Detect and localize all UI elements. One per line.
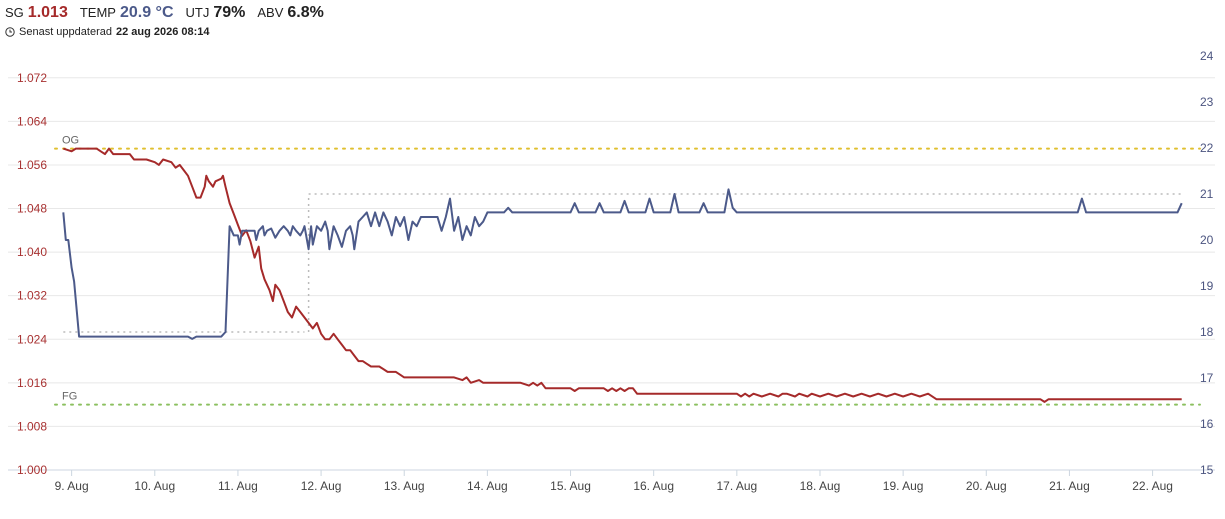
y-right-tick-label: 19 bbox=[1200, 279, 1214, 293]
left-axis: 1.000 1.008 1.016 1.024 1.032 1.040 1.048 1.056… bbox=[17, 71, 47, 477]
y-right-tick-label: 18 bbox=[1200, 325, 1214, 339]
last-updated: Senast uppdaterad 22 aug 2026 08:14 bbox=[5, 26, 1220, 38]
y-right-tick-label: 16 bbox=[1200, 417, 1214, 431]
x-tick-label: 20. Aug bbox=[966, 479, 1007, 493]
temp-stat: TEMP 20.9 °C bbox=[80, 4, 174, 22]
x-tick-label: 13. Aug bbox=[384, 479, 425, 493]
x-tick-label: 21. Aug bbox=[1049, 479, 1090, 493]
updated-time: 22 aug 2026 08:14 bbox=[115, 26, 210, 38]
clock-icon bbox=[5, 27, 15, 37]
utj-stat: UTJ 79% bbox=[186, 4, 246, 22]
x-tick-label: 17. Aug bbox=[716, 479, 757, 493]
y-left-tick-label: 1.064 bbox=[17, 114, 47, 128]
y-right-tick-label: 15 bbox=[1200, 463, 1214, 477]
y-left-tick-label: 1.040 bbox=[17, 245, 47, 259]
temp-value: 20.9 °C bbox=[119, 4, 174, 21]
y-left-tick-label: 1.032 bbox=[17, 289, 47, 303]
sg-series-line bbox=[62, 147, 1182, 403]
y-left-tick-label: 1.016 bbox=[17, 376, 47, 390]
x-tick-label: 15. Aug bbox=[550, 479, 591, 493]
fermentation-chart: OG FG 1.000 1.008 1.016 1.024 1.032 1.040 1.048… bbox=[8, 49, 1215, 493]
x-tick-label: 11. Aug bbox=[218, 479, 258, 493]
y-left-tick-label: 1.024 bbox=[17, 332, 47, 346]
utj-value: 79% bbox=[213, 4, 246, 21]
x-tick-label: 16. Aug bbox=[633, 479, 674, 493]
stats-row: SG 1.013 TEMP 20.9 °C UTJ 79% ABV 6.8% bbox=[5, 4, 1220, 22]
temp-series-line bbox=[62, 188, 1183, 340]
ref-label-fg: FG bbox=[62, 391, 77, 403]
status-header: SG 1.013 TEMP 20.9 °C UTJ 79% ABV 6.8% Senas… bbox=[5, 4, 1220, 38]
y-right-tick-label: 22 bbox=[1200, 141, 1214, 155]
y-left-tick-label: 1.000 bbox=[17, 463, 47, 477]
y-right-tick-label: 17 bbox=[1200, 371, 1214, 385]
y-right-tick-label: 24 bbox=[1200, 49, 1214, 63]
x-tick-label: 19. Aug bbox=[883, 479, 924, 493]
y-right-tick-label: 21 bbox=[1200, 187, 1214, 201]
y-left-tick-label: 1.056 bbox=[17, 158, 47, 172]
ref-label-og: OG bbox=[62, 135, 79, 147]
right-axis: 15 16 17 18 19 20 21 22 23 24 bbox=[1200, 49, 1214, 477]
sg-label: SG bbox=[5, 5, 24, 20]
abv-stat: ABV 6.8% bbox=[257, 4, 323, 22]
sg-stat: SG 1.013 bbox=[5, 4, 68, 22]
utj-label: UTJ bbox=[185, 5, 210, 20]
y-right-tick-label: 20 bbox=[1200, 233, 1214, 247]
x-tick-label: 14. Aug bbox=[467, 479, 508, 493]
grid-lines bbox=[8, 77, 1215, 471]
x-tick-label: 12. Aug bbox=[301, 479, 342, 493]
abv-label: ABV bbox=[257, 5, 284, 20]
x-tick-label: 18. Aug bbox=[800, 479, 841, 493]
reference-lines: OG FG bbox=[54, 135, 1201, 406]
updated-prefix: Senast uppdaterad bbox=[19, 26, 112, 38]
x-tick-label: 9. Aug bbox=[55, 479, 89, 493]
y-right-tick-label: 23 bbox=[1200, 95, 1214, 109]
y-left-tick-label: 1.048 bbox=[17, 202, 47, 216]
x-tick-label: 22. Aug bbox=[1132, 479, 1173, 493]
abv-value: 6.8% bbox=[287, 4, 324, 21]
series-lines bbox=[62, 147, 1183, 403]
x-axis: 9. Aug 10. Aug 11. Aug 12. Aug 13. Aug 14. Au… bbox=[55, 470, 1173, 493]
x-tick-label: 10. Aug bbox=[134, 479, 175, 493]
sg-value: 1.013 bbox=[27, 4, 68, 21]
y-left-tick-label: 1.008 bbox=[17, 419, 47, 433]
y-left-tick-label: 1.072 bbox=[17, 71, 47, 85]
temp-label: TEMP bbox=[79, 5, 116, 20]
